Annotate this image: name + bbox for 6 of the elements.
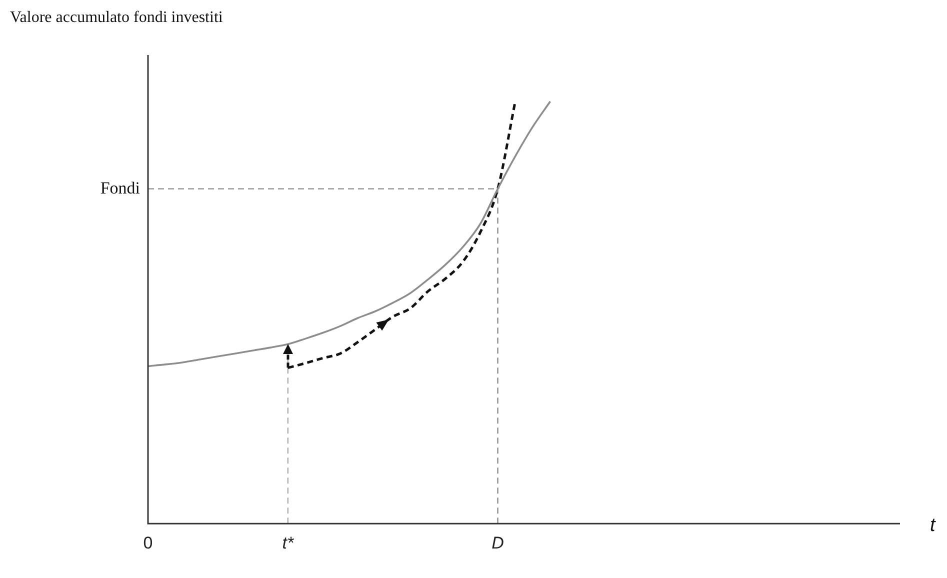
- x-axis-title: t: [930, 514, 936, 536]
- x-tick-label: D: [492, 534, 504, 553]
- y-axis-title: Valore accumulato fondi investiti: [10, 9, 224, 26]
- x-tick-label: 0: [143, 533, 153, 552]
- ref-line-label: Fondi: [100, 178, 140, 198]
- x-tick-label: t*: [282, 534, 295, 553]
